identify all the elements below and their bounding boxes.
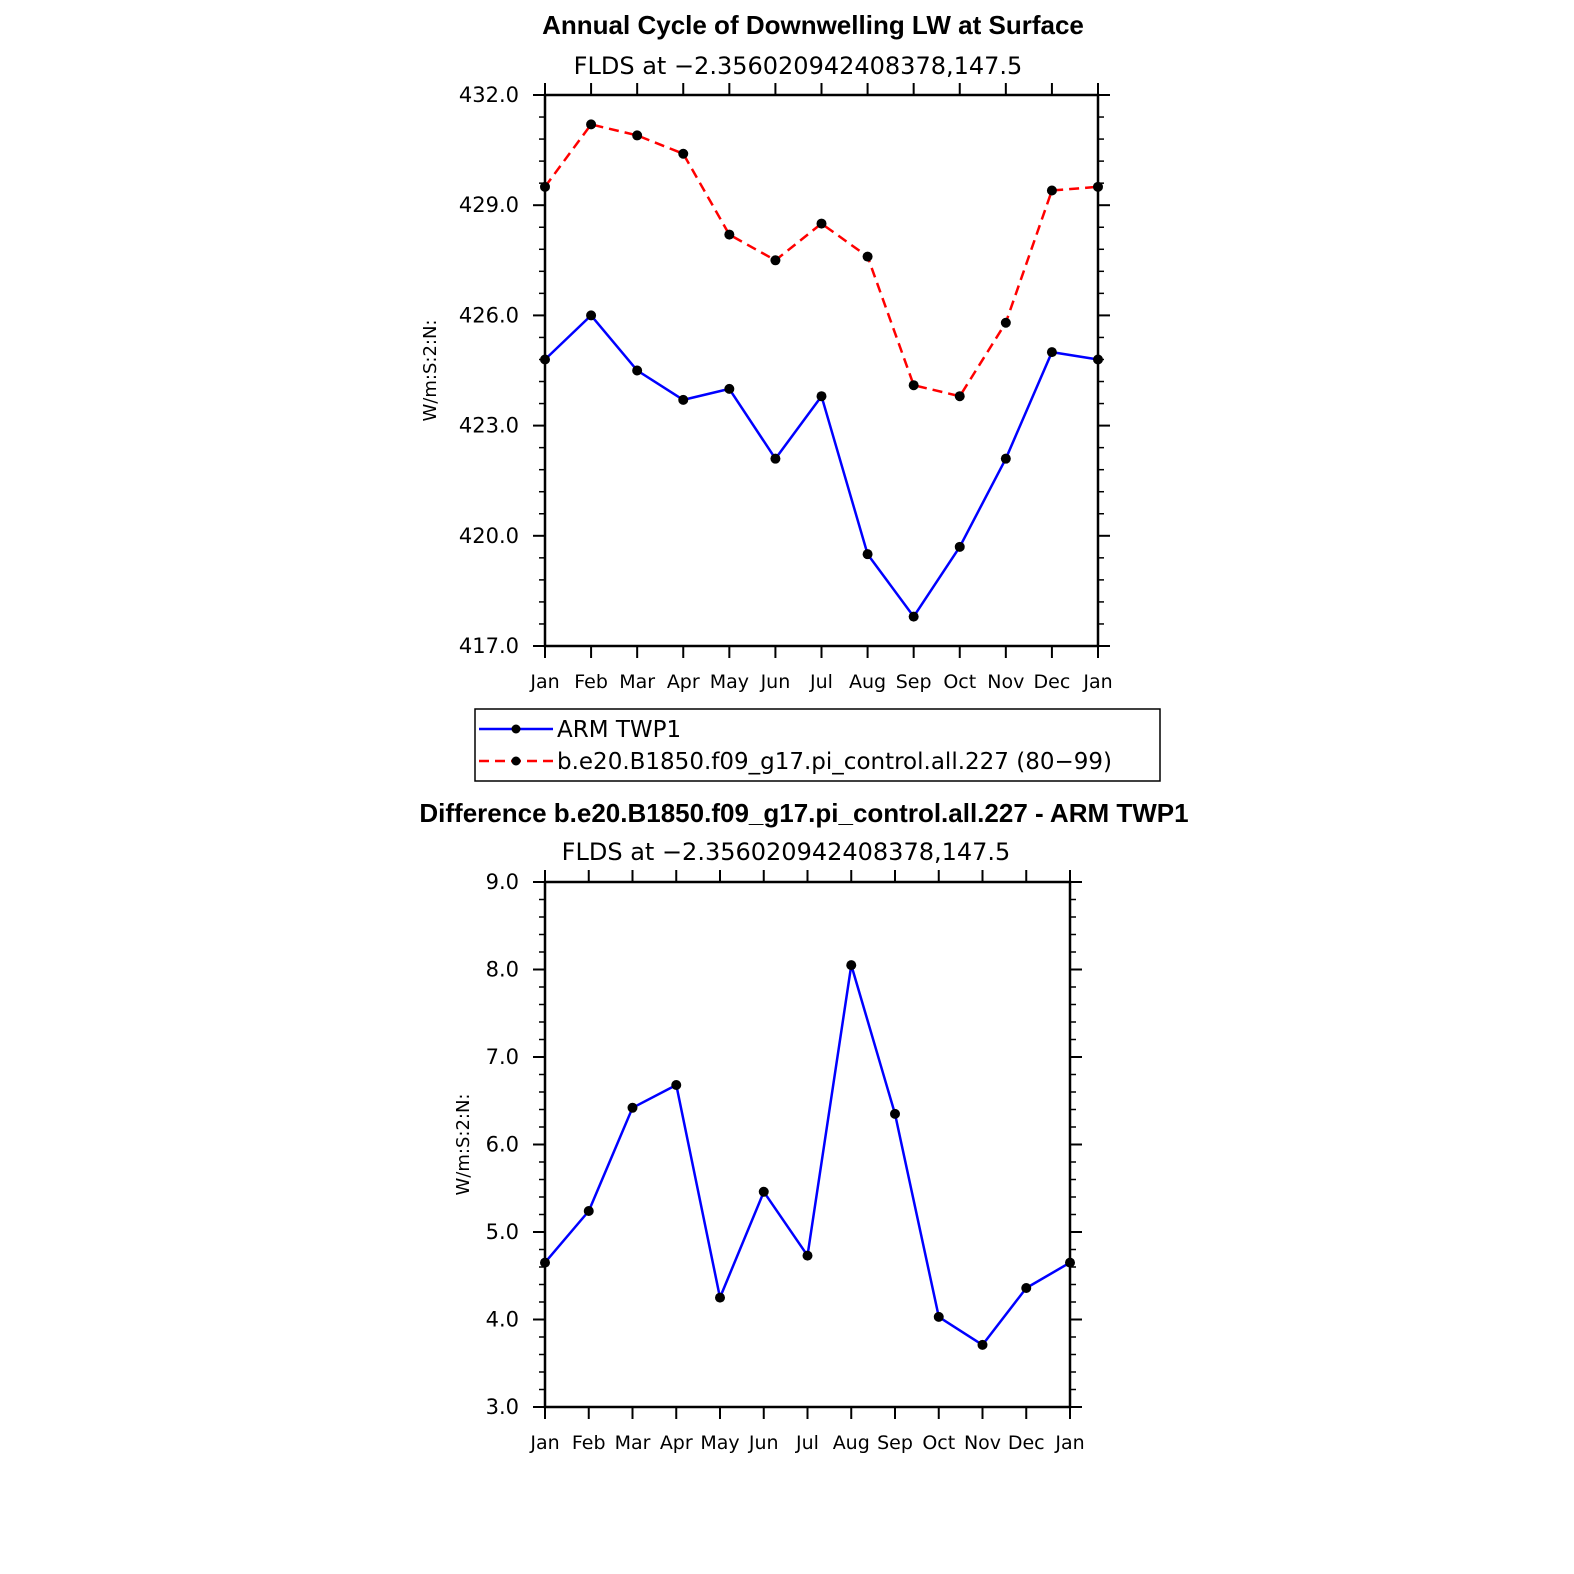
- data-point: [1047, 347, 1057, 357]
- x-tick-label: Nov: [987, 671, 1024, 693]
- data-point: [632, 366, 642, 376]
- data-point: [584, 1206, 594, 1216]
- data-point: [846, 960, 856, 970]
- y-tick-label: 417.0: [459, 634, 519, 658]
- data-point: [678, 395, 688, 405]
- data-point: [890, 1109, 900, 1119]
- data-point: [1047, 186, 1057, 196]
- data-point: [1001, 454, 1011, 464]
- data-point: [1001, 318, 1011, 328]
- data-point: [863, 252, 873, 262]
- x-tick-label: Jul: [809, 671, 833, 693]
- data-point: [803, 1251, 813, 1261]
- x-tick-label: Mar: [615, 1432, 651, 1454]
- legend-label-arm: ARM TWP1: [557, 717, 681, 743]
- x-tick-label: Jan: [529, 671, 559, 693]
- x-tick-label: Dec: [1034, 671, 1071, 693]
- data-point: [1093, 354, 1103, 364]
- x-tick-label: Jul: [795, 1432, 819, 1454]
- chart1-title: Annual Cycle of Downwelling LW at Surfac…: [542, 10, 1084, 40]
- data-point: [540, 182, 550, 192]
- series-line-1: [545, 124, 1098, 396]
- data-point: [934, 1312, 944, 1322]
- x-tick-label: Jan: [1054, 1432, 1084, 1454]
- y-tick-label: 426.0: [459, 303, 519, 327]
- y-tick-label: 3.0: [486, 1395, 519, 1419]
- y-tick-label: 5.0: [486, 1220, 519, 1244]
- data-point: [671, 1080, 681, 1090]
- data-point: [817, 391, 827, 401]
- data-point: [770, 255, 780, 265]
- data-point: [1065, 1258, 1075, 1268]
- data-point: [632, 130, 642, 140]
- data-point: [955, 391, 965, 401]
- chart1-legend: ARM TWP1 b.e20.B1850.f09_g17.pi_control.…: [475, 709, 1160, 781]
- data-point: [586, 310, 596, 320]
- legend-label-model: b.e20.B1850.f09_g17.pi_control.all.227 (…: [557, 749, 1112, 775]
- y-tick-label: 423.0: [459, 414, 519, 438]
- y-tick-label: 8.0: [486, 958, 519, 982]
- y-tick-label: 429.0: [459, 193, 519, 217]
- legend-marker-model: [512, 757, 521, 766]
- data-point: [817, 219, 827, 229]
- x-tick-label: Nov: [964, 1432, 1001, 1454]
- data-point: [678, 149, 688, 159]
- y-tick-label: 7.0: [486, 1045, 519, 1069]
- data-point: [909, 380, 919, 390]
- y-tick-label: 6.0: [486, 1133, 519, 1157]
- y-axis-label: W/m:S:2:N:: [420, 320, 441, 422]
- data-point: [759, 1187, 769, 1197]
- data-point: [978, 1340, 988, 1350]
- chart2-frame: [545, 882, 1070, 1407]
- x-tick-label: Aug: [833, 1432, 870, 1454]
- data-point: [863, 549, 873, 559]
- x-tick-label: Mar: [619, 671, 655, 693]
- y-axis-label: W/m:S:2:N:: [453, 1094, 474, 1196]
- chart1-frame: [545, 95, 1098, 646]
- data-point: [715, 1293, 725, 1303]
- chart1-plot: 417.0 420.0 423.0 426.0 429.0 432.0 Jan Feb Mar A…: [420, 83, 1113, 693]
- x-tick-label: Oct: [922, 1432, 955, 1454]
- data-point: [955, 542, 965, 552]
- x-tick-label: Aug: [849, 671, 886, 693]
- chart2-title: Difference b.e20.B1850.f09_g17.pi_contro…: [419, 798, 1188, 828]
- data-point: [540, 354, 550, 364]
- series-line-0: [545, 965, 1070, 1345]
- data-point: [724, 230, 734, 240]
- data-point: [770, 454, 780, 464]
- x-tick-label: Apr: [660, 1432, 693, 1454]
- series-line-0: [545, 315, 1098, 616]
- data-point: [1093, 182, 1103, 192]
- chart2-subtitle: FLDS at −2.356020942408378,147.5: [562, 838, 1011, 866]
- y-tick-label: 432.0: [459, 83, 519, 107]
- x-tick-label: Apr: [667, 671, 700, 693]
- y-tick-label: 420.0: [459, 524, 519, 548]
- data-point: [1021, 1283, 1031, 1293]
- x-tick-label: Jun: [748, 1432, 779, 1454]
- x-tick-label: Feb: [572, 1432, 606, 1454]
- x-tick-label: Feb: [574, 671, 608, 693]
- x-tick-label: Jan: [1082, 671, 1112, 693]
- y-tick-label: 9.0: [486, 870, 519, 894]
- data-point: [628, 1103, 638, 1113]
- x-tick-label: May: [710, 671, 749, 693]
- data-point: [586, 119, 596, 129]
- x-tick-label: Sep: [877, 1432, 913, 1454]
- data-point: [909, 612, 919, 622]
- y-tick-label: 4.0: [486, 1308, 519, 1332]
- x-tick-label: Jan: [529, 1432, 559, 1454]
- chart2-plot: 3.0 4.0 5.0 6.0 7.0 8.0 9.0 Jan Feb Mar Apr May Jun J…: [453, 870, 1085, 1454]
- x-tick-label: Jun: [760, 671, 791, 693]
- x-tick-label: Oct: [943, 671, 976, 693]
- x-tick-label: Dec: [1008, 1432, 1045, 1454]
- data-point: [540, 1258, 550, 1268]
- data-point: [724, 384, 734, 394]
- x-tick-label: Sep: [896, 671, 932, 693]
- chart1-subtitle: FLDS at −2.356020942408378,147.5: [574, 52, 1023, 80]
- x-tick-label: May: [700, 1432, 739, 1454]
- legend-marker-arm: [512, 725, 521, 734]
